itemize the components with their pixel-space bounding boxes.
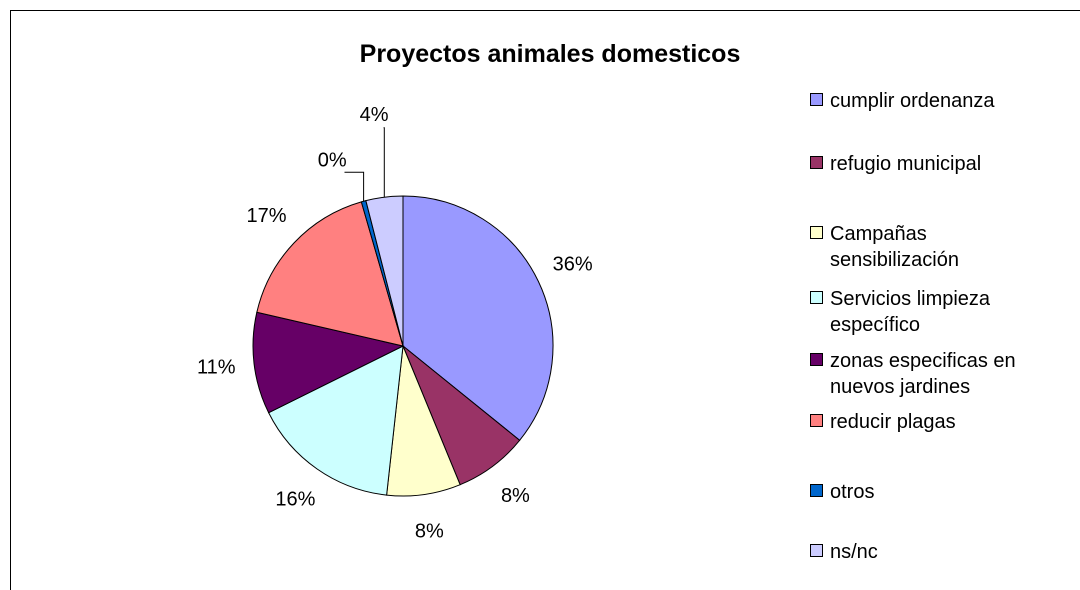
legend-swatch [810, 353, 823, 366]
legend-swatch [810, 156, 823, 169]
legend-swatch [810, 93, 823, 106]
legend-label: ns/nc [830, 541, 878, 563]
legend-label: otros [830, 481, 875, 503]
data-label: 8% [501, 485, 530, 507]
data-label: 11% [197, 356, 236, 378]
leader-line [383, 127, 385, 198]
legend-label: Servicios limpieza específico [830, 288, 991, 336]
legend-label: reducir plagas [830, 411, 956, 433]
legend-label: Campañas sensibilización [830, 223, 959, 271]
legend-swatch [810, 414, 823, 427]
legend-swatch [810, 544, 823, 557]
data-label: 36% [553, 253, 593, 275]
legend-swatch [810, 484, 823, 497]
pie-slice [402, 195, 554, 442]
legend-swatch [810, 226, 823, 239]
legend-label: cumplir ordenanza [830, 90, 995, 112]
leader-line [344, 171, 365, 202]
legend-label: zonas especificas en nuevos jardines [830, 350, 1016, 398]
data-label: 16% [275, 488, 315, 510]
data-label: 0% [318, 149, 347, 171]
pie-slice [256, 201, 404, 347]
data-label: 8% [415, 520, 444, 542]
chart-title: Proyectos animales domesticos [360, 40, 741, 68]
legend-swatch [810, 291, 823, 304]
legend-label: refugio municipal [830, 153, 982, 175]
pie-slice [267, 345, 404, 496]
data-label: 17% [246, 205, 286, 227]
data-label: 4% [360, 104, 389, 126]
